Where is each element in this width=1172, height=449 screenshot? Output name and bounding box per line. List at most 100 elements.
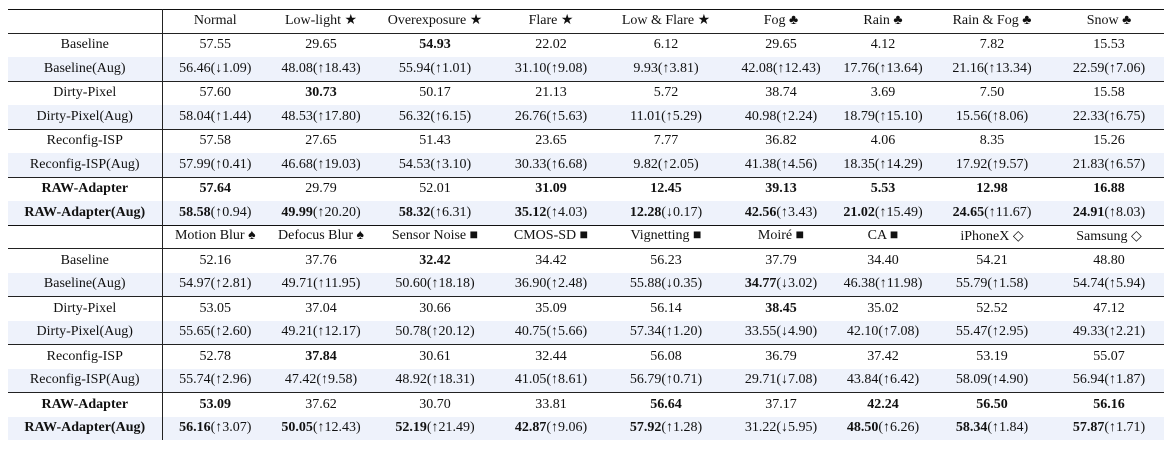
- table-cell: 37.62: [268, 393, 374, 417]
- cell-value: 48.53: [281, 108, 313, 124]
- table-cell: 35.12(↑4.03): [496, 201, 606, 225]
- table-cell: 49.99(↑20.20): [268, 201, 374, 225]
- table-cell: 41.05(↑8.61): [496, 368, 606, 393]
- cell-value: 48.08: [281, 60, 313, 76]
- table-cell: 42.56(↑3.43): [726, 201, 836, 225]
- cell-value: 43.84: [846, 372, 879, 388]
- column-header: Normal: [162, 9, 268, 34]
- cell-delta: (↑2.95): [987, 324, 1029, 340]
- cell-value: 7.50: [979, 85, 1005, 101]
- cell-value: 31.22: [744, 420, 777, 436]
- cell-value: 35.09: [535, 300, 567, 316]
- table-cell: 21.16(↑13.34): [930, 57, 1054, 82]
- table-cell: 31.09: [496, 177, 606, 201]
- table-row: RAW-Adapter(Aug) 56.16(↑3.07) 50.05(↑12.43…: [8, 416, 1164, 440]
- cell-delta: (↑5.94): [1104, 276, 1146, 292]
- table-cell: 58.58(↑0.94): [162, 201, 268, 225]
- table-cell: 57.58: [162, 129, 268, 153]
- cell-delta: (↑1.01): [430, 60, 472, 76]
- table-cell: 17.92(↑9.57): [930, 153, 1054, 178]
- table-cell: 38.45: [726, 297, 836, 321]
- table-cell: 5.72: [606, 81, 726, 105]
- cell-value: 54.21: [976, 252, 1008, 268]
- cell-value: 50.05: [281, 420, 313, 436]
- table-cell: 31.22(↓5.95): [726, 416, 836, 440]
- table-cell: 49.71(↑11.95): [268, 272, 374, 297]
- cell-value: 7.82: [979, 37, 1005, 53]
- table-cell: 46.38(↑11.98): [836, 272, 930, 297]
- table-cell: 55.94(↑1.01): [374, 57, 496, 82]
- cell-delta: (↑14.29): [874, 156, 923, 172]
- table-cell: 22.02: [496, 33, 606, 57]
- cell-delta: (↑13.64): [874, 60, 923, 76]
- table-cell: 48.53(↑17.80): [268, 105, 374, 130]
- cell-delta: (↑3.07): [210, 420, 252, 436]
- cell-value: 42.24: [867, 396, 899, 412]
- table-cell: 30.61: [374, 345, 496, 369]
- cell-delta: (↑6.15): [430, 108, 472, 124]
- table-cell: 30.73: [268, 81, 374, 105]
- cell-value: 30.73: [305, 85, 337, 101]
- column-header: Samsung ◇: [1054, 224, 1164, 249]
- cell-value: 37.84: [305, 348, 337, 364]
- cell-value: 56.08: [650, 348, 682, 364]
- table-cell: 37.42: [836, 345, 930, 369]
- cell-delta: (↑9.06): [546, 420, 588, 436]
- table-cell: 40.98(↑2.24): [726, 105, 836, 130]
- table-cell: 29.71(↓7.08): [726, 368, 836, 393]
- cell-value: 49.99: [281, 204, 313, 220]
- cell-delta: (↑6.57): [1104, 156, 1146, 172]
- cell-value: 56.50: [976, 396, 1008, 412]
- cell-value: 6.12: [653, 37, 679, 53]
- cell-value: 30.61: [419, 348, 451, 364]
- table-cell: 52.01: [374, 177, 496, 201]
- cell-value: 55.79: [955, 276, 988, 292]
- cell-value: 29.65: [305, 37, 337, 53]
- cell-delta: (↑0.41): [210, 156, 252, 172]
- table-cell: 56.16: [1054, 393, 1164, 417]
- cell-value: 52.19: [395, 420, 427, 436]
- cell-delta: (↑3.10): [430, 156, 472, 172]
- cell-delta: (↑11.95): [313, 276, 361, 292]
- table-row: Dirty-Pixel 57.60 30.73 50.17 21.13 5.72 38.74…: [8, 81, 1164, 105]
- table-cell: 54.53(↑3.10): [374, 153, 496, 178]
- table-row: Dirty-Pixel 53.05 37.04 30.66 35.09 56.14 38.4…: [8, 296, 1164, 321]
- cell-value: 38.74: [765, 85, 797, 101]
- cell-value: 57.55: [199, 37, 232, 53]
- table-cell: 58.04(↑1.44): [162, 105, 268, 130]
- table-cell: 37.84: [268, 345, 374, 369]
- table-cell: 7.77: [606, 129, 726, 153]
- cell-delta: (↑13.34): [983, 60, 1032, 76]
- table-cell: 34.42: [496, 249, 606, 273]
- table-cell: 18.35(↑14.29): [836, 153, 930, 178]
- table-cell: 35.09: [496, 297, 606, 321]
- cell-delta: (↑1.84): [987, 420, 1029, 436]
- cell-delta: (↑7.08): [878, 324, 920, 340]
- cell-delta: (↓4.90): [776, 324, 818, 340]
- cell-value: 40.98: [744, 108, 777, 124]
- cell-value: 48.50: [846, 420, 879, 436]
- cell-value: 57.34: [629, 324, 662, 340]
- row-label: RAW-Adapter(Aug): [8, 201, 163, 225]
- table-cell: 57.92(↑1.28): [606, 416, 726, 440]
- column-header: Defocus Blur ♠: [268, 224, 374, 249]
- table-cell: 52.52: [930, 297, 1054, 321]
- cell-value: 12.98: [976, 181, 1008, 197]
- cell-value: 55.07: [1093, 348, 1125, 364]
- row-label: RAW-Adapter: [8, 392, 163, 417]
- column-header: Low-light ★: [268, 9, 374, 34]
- cell-value: 22.59: [1072, 60, 1105, 76]
- table-cell: 57.99(↑0.41): [162, 153, 268, 178]
- cell-value: 56.46: [179, 60, 211, 76]
- cell-delta: (↑2.05): [657, 156, 699, 172]
- cell-delta: (↑20.20): [312, 204, 361, 220]
- cell-value: 55.88: [629, 276, 662, 292]
- header-row: Normal Low-light ★ Overexposure ★ Flare ★ Lo…: [8, 9, 1164, 34]
- cell-delta: (↑12.17): [312, 324, 361, 340]
- cell-delta: (↑12.43): [772, 60, 821, 76]
- cell-value: 58.32: [398, 204, 431, 220]
- table-cell: 7.82: [930, 33, 1054, 57]
- table-cell: 17.76(↑13.64): [836, 57, 930, 82]
- cell-value: 53.19: [976, 348, 1008, 364]
- cell-value: 11.01: [630, 108, 662, 124]
